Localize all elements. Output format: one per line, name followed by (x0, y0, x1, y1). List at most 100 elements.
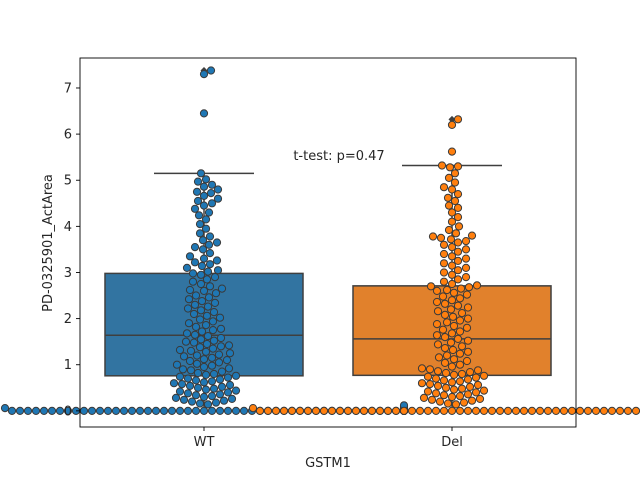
data-point-del-95 (419, 393, 429, 402)
data-point-wt-172 (210, 273, 220, 282)
data-point-wt-34 (63, 406, 73, 415)
data-point-wt-213 (206, 66, 216, 75)
data-point-del-96 (447, 392, 457, 402)
data-point-wt-186 (190, 243, 200, 252)
data-point-del-211 (439, 183, 449, 192)
data-point-wt-173 (196, 270, 206, 279)
data-point-wt-111 (186, 366, 196, 375)
data-point-del-138 (440, 344, 450, 353)
data-point-wt-2 (191, 406, 201, 415)
data-point-del-100 (431, 389, 441, 398)
data-point-wt-200 (193, 196, 203, 206)
data-point-del-182 (461, 263, 471, 272)
data-point-del-150 (449, 321, 459, 331)
data-point-wt-120 (222, 356, 232, 365)
data-point-del-143 (453, 334, 463, 343)
data-point-del-192 (439, 240, 449, 249)
data-point-del-215 (445, 163, 455, 172)
data-point-del-1 (455, 406, 465, 415)
data-point-del-32 (319, 406, 329, 415)
data-point-del-92 (467, 396, 477, 405)
data-point-wt-107 (201, 370, 211, 379)
data-point-wt-87 (183, 389, 193, 398)
data-point-wt-103 (183, 374, 193, 383)
data-point-wt-189 (198, 236, 208, 245)
data-point-del-157 (457, 309, 467, 318)
data-point-del-26 (343, 406, 353, 415)
data-point-del-116 (431, 374, 441, 383)
data-point-del-9 (487, 406, 497, 415)
data-point-wt-183 (185, 252, 195, 261)
x-tick-label-del: Del (441, 435, 463, 450)
data-point-wt-28 (87, 406, 97, 415)
annotation-ttest: t-test: p=0.47 (293, 149, 384, 164)
data-point-wt-128 (186, 346, 196, 355)
y-tick-label-0: 0 (64, 404, 72, 419)
data-point-wt-174 (188, 269, 198, 278)
data-point-wt-165 (199, 286, 209, 295)
data-point-del-189 (453, 247, 463, 256)
data-point-del-101 (471, 388, 481, 397)
data-point-del-210 (447, 185, 457, 194)
data-point-wt-207 (207, 180, 217, 189)
data-point-del-140 (433, 340, 443, 349)
data-point-del-93 (427, 395, 437, 404)
data-point-wt-202 (199, 191, 209, 200)
data-point-del-104 (449, 385, 459, 394)
data-point-del-180 (439, 268, 449, 277)
data-point-del-27 (559, 406, 569, 415)
data-point-wt-8 (167, 406, 177, 415)
data-point-del-176 (439, 277, 449, 286)
data-point-wt-129 (175, 345, 185, 355)
data-point-del-171 (456, 284, 466, 293)
data-point-wt-137 (209, 336, 219, 345)
data-point-del-172 (464, 283, 474, 292)
data-point-del-14 (391, 406, 401, 415)
data-point-wt-175 (203, 267, 213, 276)
data-point-wt-113 (224, 364, 234, 373)
data-point-wt-166 (185, 285, 195, 295)
data-point-wt-139 (216, 333, 226, 343)
data-point-wt-196 (204, 208, 214, 217)
data-point-del-177 (453, 275, 463, 284)
data-point-wt-206 (199, 182, 209, 191)
data-point-wt-112 (178, 365, 188, 374)
data-point-del-197 (428, 232, 438, 241)
data-point-wt-159 (210, 298, 220, 307)
data-point-del-217 (437, 161, 447, 170)
data-point-del-213 (444, 173, 454, 182)
data-point-wt-109 (193, 368, 203, 378)
data-point-del-3 (463, 406, 473, 415)
data-point-del-36 (303, 406, 313, 415)
data-point-del-40 (287, 406, 297, 415)
data-point-del-216 (453, 162, 463, 171)
data-point-del-160 (463, 303, 473, 312)
data-point-del-159 (446, 305, 456, 314)
data-point-wt-167 (217, 284, 227, 293)
data-point-wt-1 (207, 406, 217, 415)
data-point-wt-85 (191, 391, 201, 400)
data-point-wt-178 (197, 261, 207, 271)
data-point-wt-4 (183, 406, 193, 415)
data-point-del-168 (449, 288, 459, 297)
data-point-del-19 (527, 406, 537, 415)
data-point-del-17 (519, 406, 529, 415)
data-point-wt-121 (199, 355, 209, 364)
data-point-wt-86 (215, 390, 225, 399)
data-point-del-141 (446, 338, 456, 347)
data-point-wt-188 (212, 238, 222, 247)
data-point-del-91 (435, 397, 445, 406)
data-point-del-119 (479, 371, 489, 380)
data-point-del-16 (383, 406, 393, 415)
data-point-del-113 (455, 377, 465, 386)
data-point-del-44 (271, 406, 281, 415)
data-point-del-146 (447, 329, 457, 338)
data-point-wt-22 (111, 406, 121, 415)
data-point-del-194 (461, 237, 471, 246)
data-point-wt-7 (231, 406, 241, 415)
data-point-wt-211 (199, 109, 209, 118)
data-point-del-175 (447, 279, 457, 289)
data-point-wt-12 (151, 406, 161, 415)
data-point-wt-150 (195, 315, 205, 324)
data-point-del-193 (453, 238, 463, 247)
